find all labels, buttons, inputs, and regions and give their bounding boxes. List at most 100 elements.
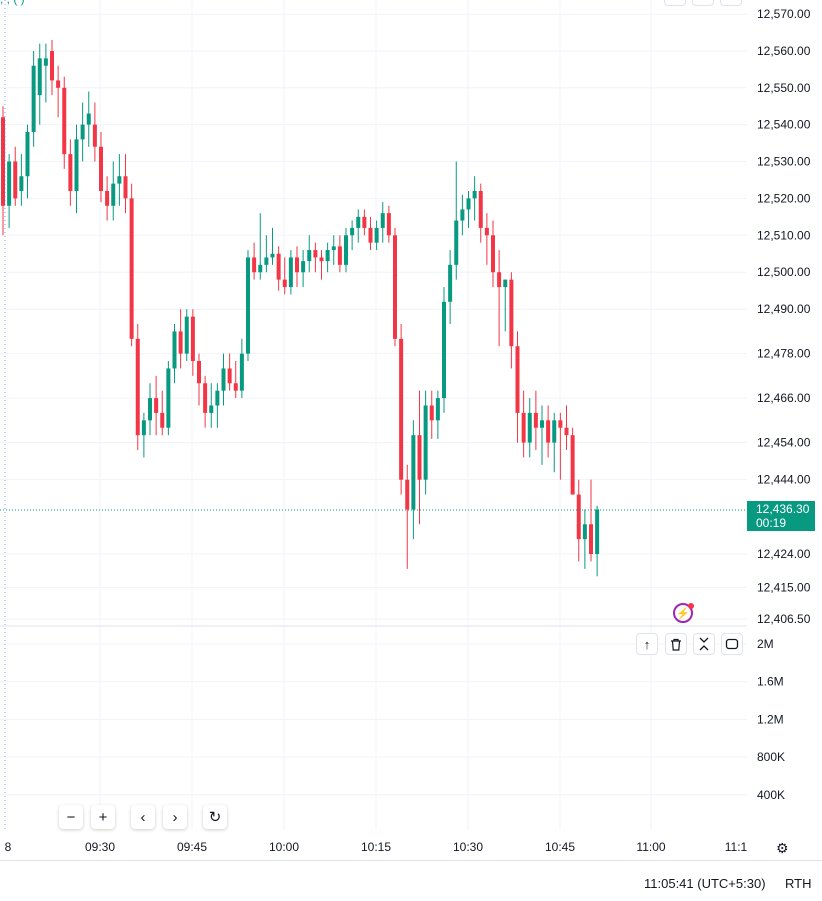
zoom-in-button[interactable]: + — [91, 805, 115, 829]
session-clock[interactable]: 11:05:41 (UTC+5:30) — [644, 876, 766, 891]
candle-body — [276, 253, 281, 280]
bar-countdown: 00:19 — [756, 516, 787, 530]
candle-body — [448, 264, 453, 302]
volume-axis[interactable]: 2M 1.6M 1.2M 800K 400K — [757, 637, 785, 802]
candle-body — [68, 154, 73, 191]
time-tick-label: 10:15 — [361, 840, 391, 854]
move-pane-up-button[interactable]: ↑ — [636, 633, 658, 655]
maximize-icon — [725, 638, 739, 650]
last-price-value: 12,436.30 — [756, 502, 810, 516]
candle-body — [429, 405, 434, 421]
candle-body — [74, 139, 79, 191]
candle-body — [380, 213, 385, 228]
candle-body — [43, 58, 48, 66]
candle-body — [25, 131, 30, 177]
chart-canvas[interactable]: 12,570.00 12,560.00 12,550.00 12,540.00 12,5… — [0, 0, 822, 860]
zoom-in-icon: + — [98, 808, 108, 826]
collapse-pane-button[interactable] — [693, 633, 715, 655]
scroll-left-button[interactable]: ‹ — [131, 805, 155, 829]
price-tick-label: 12,560.00 — [757, 44, 811, 58]
candle-body — [344, 235, 348, 265]
price-axis[interactable]: 12,570.00 12,560.00 12,550.00 12,540.00 12,5… — [757, 7, 811, 626]
candle-body — [515, 346, 520, 413]
candle-body — [209, 405, 214, 413]
candle-body — [190, 316, 195, 362]
candle-body — [558, 420, 563, 428]
price-tick-label: 12,500.00 — [757, 265, 811, 279]
candle-body — [540, 420, 544, 428]
price-tick-label: 12,466.00 — [757, 391, 811, 405]
candle-body — [589, 524, 593, 554]
candle-body — [123, 176, 128, 199]
candle-body — [288, 257, 293, 288]
time-tick-label: 09:45 — [177, 840, 207, 854]
volume-tick-label: 1.6M — [757, 675, 784, 689]
candle-body — [411, 435, 416, 510]
candle-body — [319, 257, 324, 262]
candle-body — [503, 279, 508, 288]
delete-pane-button[interactable] — [665, 633, 687, 655]
candle-body — [350, 227, 355, 236]
candle-body — [178, 331, 183, 354]
top-toolbar-button-3[interactable] — [720, 0, 742, 6]
candle-body — [362, 216, 367, 228]
session-type-button[interactable]: RTH — [785, 876, 812, 891]
scroll-right-button[interactable]: › — [163, 805, 187, 829]
price-tick-label: 12,550.00 — [757, 81, 811, 95]
time-axis[interactable]: 8 09:30 09:45 10:00 10:15 10:30 10:45 11:00 11:1 — [5, 840, 748, 854]
candle-body — [215, 390, 220, 406]
candle-body — [356, 216, 361, 228]
candle-body — [7, 161, 12, 206]
candle-body — [111, 183, 116, 206]
candle-body — [533, 412, 538, 428]
gear-icon[interactable]: ⚙ — [776, 840, 789, 856]
candle-body — [13, 161, 18, 199]
candle-body — [197, 361, 201, 384]
trash-icon — [671, 638, 681, 651]
candle-body — [442, 301, 446, 399]
candle-body — [258, 264, 263, 273]
price-tick-label: 12,444.00 — [757, 473, 811, 487]
candle-body — [203, 383, 208, 413]
candle-body — [497, 272, 502, 288]
candle-body — [154, 398, 159, 413]
candle-body — [374, 227, 379, 243]
reset-icon: ↻ — [208, 809, 222, 826]
candle-body — [307, 250, 312, 262]
candle-body — [184, 316, 189, 354]
candle-body — [393, 235, 397, 339]
candle-body — [246, 257, 250, 354]
top-toolbar-button-1[interactable] — [664, 0, 686, 6]
candle-body — [570, 435, 575, 495]
candle-body — [301, 261, 306, 273]
price-tick-label: 12,510.00 — [757, 228, 811, 242]
time-tick-label: 10:00 — [269, 840, 299, 854]
candle-body — [233, 383, 238, 391]
scroll-left-icon: ‹ — [140, 808, 146, 826]
price-tick-label: 12,490.00 — [757, 302, 811, 316]
candle-body — [56, 80, 61, 88]
time-tick-label: 10:45 — [545, 840, 575, 854]
candle-body — [86, 113, 91, 125]
maximize-pane-button[interactable] — [721, 633, 743, 655]
lightning-icon[interactable]: ⚡ — [673, 603, 693, 623]
zoom-out-button[interactable]: − — [59, 805, 83, 829]
arrow-up-icon: ↑ — [643, 636, 651, 652]
candle-body — [405, 479, 410, 510]
price-tick-label: 12,406.50 — [757, 612, 811, 626]
candle-body — [478, 190, 483, 228]
candle-body — [399, 338, 404, 480]
candle-body — [454, 220, 459, 265]
volume-tick-label: 2M — [757, 637, 774, 651]
candle-body — [337, 246, 342, 265]
price-tick-label: 12,520.00 — [757, 191, 811, 205]
candle-body — [509, 279, 514, 347]
candle-body — [221, 368, 226, 391]
candle-body — [80, 124, 85, 140]
candle-body — [595, 509, 600, 554]
reset-chart-button[interactable]: ↻ — [203, 805, 227, 829]
top-toolbar-button-2[interactable] — [692, 0, 714, 6]
scroll-right-icon: › — [172, 808, 178, 826]
candle-body — [239, 353, 244, 391]
price-tick-label: 12,424.00 — [757, 547, 811, 561]
